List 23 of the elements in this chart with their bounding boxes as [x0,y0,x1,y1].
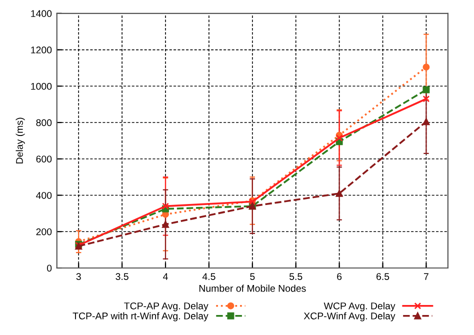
y-tick-label: 800 [36,119,52,126]
legend-label: WCP Avg. Delay [324,302,396,312]
y-tick-label: 1000 [31,82,52,90]
x-tick-label: 4.5 [202,273,216,280]
y-tick-label: 1200 [31,46,52,54]
y-tick-label: 1400 [31,10,52,18]
legend-label: TCP-AP Avg. Delay [124,302,208,312]
legend-label: XCP-Winf Avg. Delay [304,312,396,322]
y-tick-label: 200 [36,228,52,236]
x-tick-label: 7 [424,273,428,280]
x-tick-label: 6.5 [376,273,390,280]
x-tick-label: 5 [250,273,255,280]
y-tick-label: 600 [36,156,52,163]
y-tick-label: 0 [46,264,52,272]
legend-label: TCP-AP with rt-Winf Avg. Delay [72,312,208,322]
x-axis-title: Number of Mobile Nodes [199,284,306,292]
y-axis-title: Delay (ms) [16,118,25,164]
x-tick-label: 4 [163,273,168,280]
x-tick-label: 6 [337,273,342,280]
x-tick-label: 3.5 [116,273,128,280]
x-tick-label: 5.5 [289,273,302,280]
y-tick-label: 400 [36,192,52,199]
x-tick-label: 3 [76,273,81,280]
